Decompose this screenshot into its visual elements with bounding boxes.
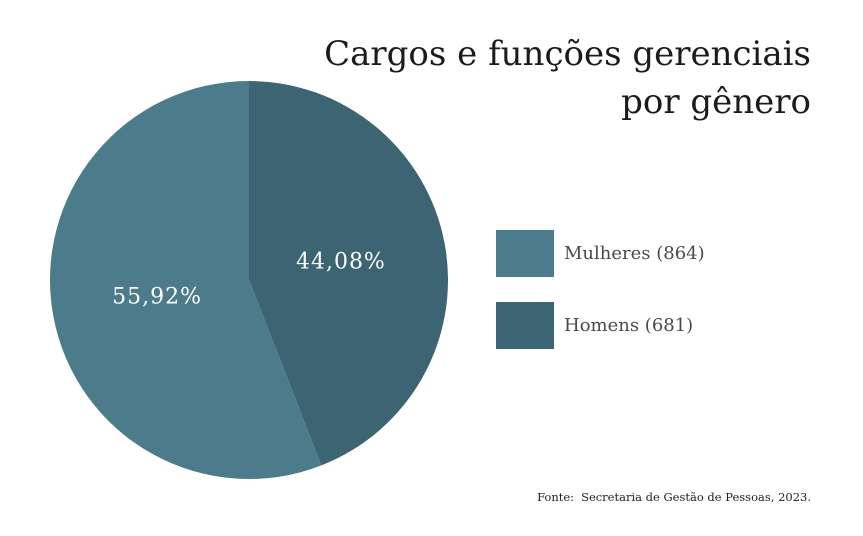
legend-item-homens: Homens (681) xyxy=(496,302,705,349)
source-note: Fonte: Secretaria de Gestão de Pessoas, 2… xyxy=(537,490,811,504)
legend-swatch-mulheres xyxy=(496,230,554,277)
legend: Mulheres (864) Homens (681) xyxy=(496,230,705,349)
legend-label-homens: Homens (681) xyxy=(564,315,694,336)
legend-label-mulheres: Mulheres (864) xyxy=(564,243,705,264)
chart-title-line-2: por gênero xyxy=(621,82,811,122)
pie-slice-label-mulheres: 55,92% xyxy=(112,284,202,309)
pie-slice-label-homens: 44,08% xyxy=(296,250,386,275)
chart-title-line-1: Cargos e funções gerenciais xyxy=(324,34,811,74)
source-text: Secretaria de Gestão de Pessoas, 2023. xyxy=(581,490,811,504)
pie-slice-homens xyxy=(249,81,448,466)
pie-slice-mulheres xyxy=(49,81,322,479)
legend-item-mulheres: Mulheres (864) xyxy=(496,230,705,277)
source-prefix: Fonte: xyxy=(537,490,575,504)
legend-swatch-homens xyxy=(496,302,554,349)
chart-title: Cargos e funções gerenciais por gênero xyxy=(324,30,811,126)
